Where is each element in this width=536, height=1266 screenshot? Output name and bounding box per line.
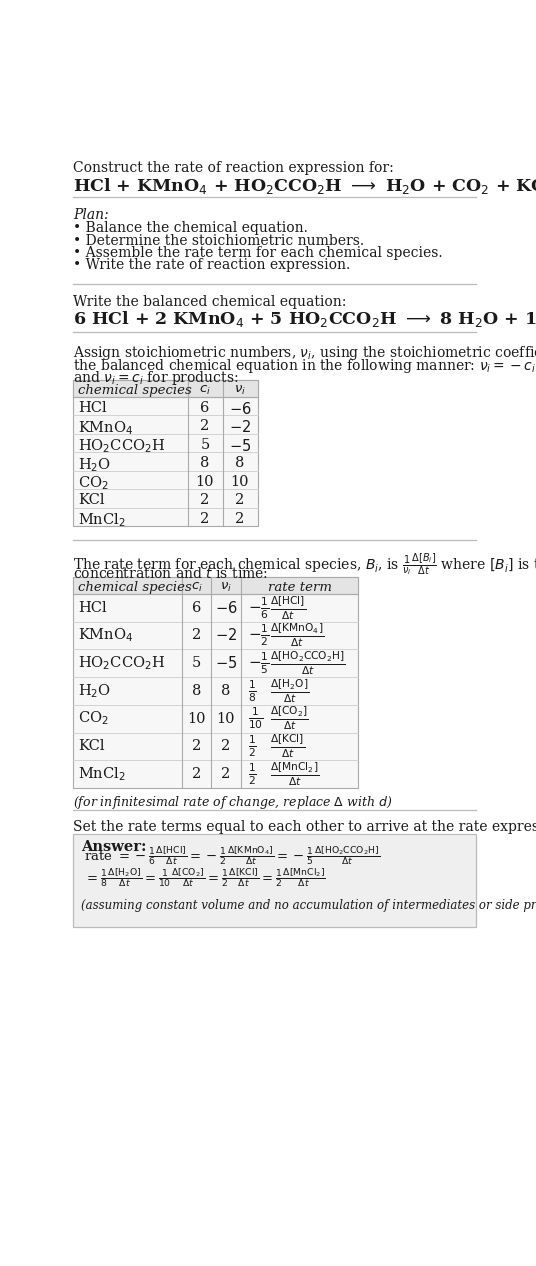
Text: 10: 10 bbox=[217, 711, 235, 725]
Text: 8: 8 bbox=[192, 684, 201, 698]
Text: 2: 2 bbox=[192, 739, 201, 753]
Text: KCl: KCl bbox=[78, 492, 105, 506]
Text: 2: 2 bbox=[235, 511, 244, 525]
Bar bbox=[73, 380, 258, 396]
Text: chemical species: chemical species bbox=[78, 384, 191, 396]
Text: The rate term for each chemical species, $B_i$, is $\frac{1}{\nu_i}\frac{\Delta[: The rate term for each chemical species,… bbox=[73, 552, 536, 579]
Text: 8: 8 bbox=[221, 684, 230, 698]
Text: MnCl$_2$: MnCl$_2$ bbox=[78, 765, 125, 782]
Text: rate $= -\frac{1}{6}\frac{\Delta[\text{HCl}]}{\Delta t} = -\frac{1}{2}\frac{\Del: rate $= -\frac{1}{6}\frac{\Delta[\text{H… bbox=[84, 844, 380, 867]
Text: $-5$: $-5$ bbox=[215, 656, 237, 671]
Text: chemical species: chemical species bbox=[78, 581, 191, 594]
Text: 6: 6 bbox=[192, 601, 201, 615]
Text: 2: 2 bbox=[221, 739, 230, 753]
Text: 5: 5 bbox=[200, 438, 210, 452]
Bar bbox=[73, 577, 359, 787]
Text: Construct the rate of reaction expression for:: Construct the rate of reaction expressio… bbox=[73, 161, 394, 175]
Text: H$_2$O: H$_2$O bbox=[78, 682, 111, 700]
Text: H$_2$O: H$_2$O bbox=[78, 456, 111, 473]
Text: 10: 10 bbox=[187, 711, 206, 725]
Text: $\frac{\Delta[\text{MnCl}_2]}{\Delta t}$: $\frac{\Delta[\text{MnCl}_2]}{\Delta t}$ bbox=[270, 761, 319, 787]
Text: 8: 8 bbox=[235, 456, 244, 470]
Text: $-2$: $-2$ bbox=[215, 628, 237, 643]
Text: $\frac{\Delta[\text{KMnO}_4]}{\Delta t}$: $\frac{\Delta[\text{KMnO}_4]}{\Delta t}$ bbox=[270, 622, 324, 649]
Text: $-2$: $-2$ bbox=[229, 419, 251, 436]
Bar bbox=[73, 380, 258, 527]
Text: Assign stoichiometric numbers, $\nu_i$, using the stoichiometric coefficients, $: Assign stoichiometric numbers, $\nu_i$, … bbox=[73, 344, 536, 362]
Text: $-6$: $-6$ bbox=[214, 600, 237, 615]
Text: $c_i$: $c_i$ bbox=[190, 581, 202, 594]
Text: $= \frac{1}{8}\frac{\Delta[\text{H}_2\text{O}]}{\Delta t} = \frac{1}{10}\frac{\D: $= \frac{1}{8}\frac{\Delta[\text{H}_2\te… bbox=[84, 866, 326, 889]
Text: $\frac{\Delta[\text{KCl}]}{\Delta t}$: $\frac{\Delta[\text{KCl}]}{\Delta t}$ bbox=[270, 733, 305, 760]
Text: (for infinitesimal rate of change, replace $\Delta$ with $d$): (for infinitesimal rate of change, repla… bbox=[73, 794, 392, 812]
Text: rate term: rate term bbox=[267, 581, 331, 594]
Text: 2: 2 bbox=[192, 767, 201, 781]
Text: 10: 10 bbox=[230, 475, 249, 489]
Bar bbox=[73, 577, 359, 594]
Text: $\frac{\Delta[\text{HCl}]}{\Delta t}$: $\frac{\Delta[\text{HCl}]}{\Delta t}$ bbox=[270, 594, 306, 622]
Text: 5: 5 bbox=[192, 656, 201, 670]
Text: 2: 2 bbox=[200, 511, 210, 525]
Text: • Determine the stoichiometric numbers.: • Determine the stoichiometric numbers. bbox=[73, 233, 364, 248]
Text: (assuming constant volume and no accumulation of intermediates or side products): (assuming constant volume and no accumul… bbox=[81, 899, 536, 912]
Text: $\nu_i$: $\nu_i$ bbox=[234, 384, 246, 396]
Text: HO$_2$CCO$_2$H: HO$_2$CCO$_2$H bbox=[78, 655, 165, 672]
Text: • Assemble the rate term for each chemical species.: • Assemble the rate term for each chemic… bbox=[73, 246, 443, 260]
Text: $-6$: $-6$ bbox=[228, 400, 251, 417]
Text: KMnO$_4$: KMnO$_4$ bbox=[78, 627, 133, 644]
Text: 2: 2 bbox=[192, 628, 201, 642]
Text: KMnO$_4$: KMnO$_4$ bbox=[78, 419, 133, 437]
Text: $-\frac{1}{2}$: $-\frac{1}{2}$ bbox=[248, 623, 270, 648]
Text: MnCl$_2$: MnCl$_2$ bbox=[78, 511, 125, 529]
Text: Set the rate terms equal to each other to arrive at the rate expression:: Set the rate terms equal to each other t… bbox=[73, 820, 536, 834]
Text: $\frac{\Delta[\text{CO}_2]}{\Delta t}$: $\frac{\Delta[\text{CO}_2]}{\Delta t}$ bbox=[270, 705, 309, 733]
Text: 2: 2 bbox=[221, 767, 230, 781]
Text: Plan:: Plan: bbox=[73, 208, 109, 222]
Text: 2: 2 bbox=[200, 419, 210, 433]
Text: CO$_2$: CO$_2$ bbox=[78, 475, 109, 492]
Text: $\frac{1}{8}$: $\frac{1}{8}$ bbox=[248, 679, 257, 704]
Text: $c_i$: $c_i$ bbox=[199, 384, 211, 396]
Text: $-\frac{1}{6}$: $-\frac{1}{6}$ bbox=[248, 595, 270, 620]
Text: $-\frac{1}{5}$: $-\frac{1}{5}$ bbox=[248, 651, 270, 676]
Text: $\frac{\Delta[\text{H}_2\text{O}]}{\Delta t}$: $\frac{\Delta[\text{H}_2\text{O}]}{\Delt… bbox=[270, 677, 309, 705]
Text: 10: 10 bbox=[196, 475, 214, 489]
Text: $-5$: $-5$ bbox=[229, 438, 251, 453]
Text: $\frac{\Delta[\text{HO}_2\text{CCO}_2\text{H}]}{\Delta t}$: $\frac{\Delta[\text{HO}_2\text{CCO}_2\te… bbox=[270, 649, 346, 677]
Text: and $\nu_i = c_i$ for products:: and $\nu_i = c_i$ for products: bbox=[73, 370, 239, 387]
Text: concentration and $t$ is time:: concentration and $t$ is time: bbox=[73, 566, 269, 581]
Text: 6: 6 bbox=[200, 400, 210, 415]
Bar bbox=[73, 834, 476, 927]
Text: 8: 8 bbox=[200, 456, 210, 470]
Text: HCl + KMnO$_4$ + HO$_2$CCO$_2$H $\longrightarrow$ H$_2$O + CO$_2$ + KCl + MnCl$_: HCl + KMnO$_4$ + HO$_2$CCO$_2$H $\longri… bbox=[73, 176, 536, 196]
Text: $\nu_i$: $\nu_i$ bbox=[220, 581, 232, 594]
Text: KCl: KCl bbox=[78, 739, 105, 753]
Text: 2: 2 bbox=[235, 492, 244, 506]
Text: CO$_2$: CO$_2$ bbox=[78, 710, 109, 728]
Text: Answer:: Answer: bbox=[81, 841, 146, 855]
Text: $\frac{1}{2}$: $\frac{1}{2}$ bbox=[248, 761, 257, 787]
Text: Write the balanced chemical equation:: Write the balanced chemical equation: bbox=[73, 295, 347, 309]
Text: HCl: HCl bbox=[78, 601, 107, 615]
Text: $\frac{1}{10}$: $\frac{1}{10}$ bbox=[248, 706, 264, 732]
Text: HO$_2$CCO$_2$H: HO$_2$CCO$_2$H bbox=[78, 438, 165, 456]
Text: the balanced chemical equation in the following manner: $\nu_i = -c_i$ for react: the balanced chemical equation in the fo… bbox=[73, 357, 536, 375]
Text: 6 HCl + 2 KMnO$_4$ + 5 HO$_2$CCO$_2$H $\longrightarrow$ 8 H$_2$O + 10 CO$_2$ + 2: 6 HCl + 2 KMnO$_4$ + 5 HO$_2$CCO$_2$H $\… bbox=[73, 309, 536, 329]
Text: $\frac{1}{2}$: $\frac{1}{2}$ bbox=[248, 733, 257, 760]
Text: HCl: HCl bbox=[78, 400, 107, 415]
Text: 2: 2 bbox=[200, 492, 210, 506]
Text: • Write the rate of reaction expression.: • Write the rate of reaction expression. bbox=[73, 258, 351, 272]
Text: • Balance the chemical equation.: • Balance the chemical equation. bbox=[73, 222, 308, 235]
